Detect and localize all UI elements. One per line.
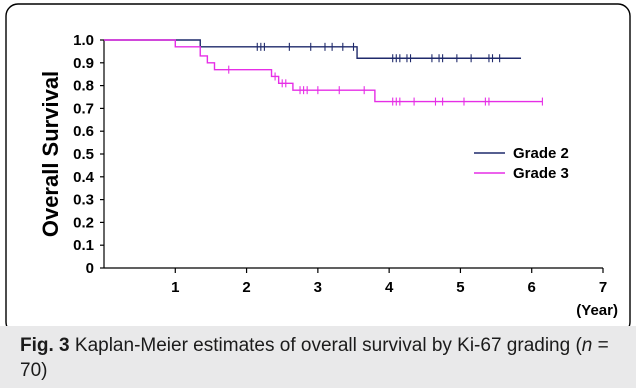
y-tick-label: 0.1: [73, 237, 94, 254]
y-tick-label: 0.9: [73, 55, 94, 72]
y-tick-label: 0.2: [73, 214, 94, 231]
caption-text: Kaplan-Meier estimates of overall surviv…: [69, 335, 582, 356]
x-axis-label: (Year): [576, 302, 618, 319]
y-tick-label: 0.6: [73, 123, 94, 140]
x-tick-label: 7: [599, 279, 607, 296]
caption-n-value: = 70): [20, 335, 609, 381]
caption-n-symbol: n: [581, 335, 593, 356]
y-tick-label: 0.3: [73, 192, 94, 209]
chart-axes: [100, 39, 604, 273]
x-tick-label: 6: [528, 279, 536, 296]
chart-legend: Grade 2 Grade 3: [474, 145, 569, 182]
chart-tick-labels: 1 2 3 4 5 6 7 0 0.1 0.2 0.3 0.4 0.5 0.6 0.7 0.8 0.9 1.0: [73, 32, 607, 296]
figure-frame: 1 2 3 4 5 6 7 0 0.1 0.2 0.3 0.4 0.5 0.6 0.7 0.8 0.9 1.0 G…: [5, 3, 631, 330]
y-tick-label: 0.8: [73, 78, 94, 95]
km-chart: 1 2 3 4 5 6 7 0 0.1 0.2 0.3 0.4 0.5 0.6 0.7 0.8 0.9 1.0 G…: [5, 3, 631, 330]
y-tick-label: 0.4: [73, 169, 95, 186]
caption-box: Fig. 3 Kaplan-Meier estimates of overall…: [0, 326, 636, 388]
series-line-grade-3: [104, 39, 543, 103]
figure-border: [5, 3, 631, 330]
x-tick-label: 3: [314, 279, 322, 296]
x-tick-label: 2: [242, 279, 250, 296]
legend-label-grade-2: Grade 2: [513, 145, 569, 162]
x-tick-label: 1: [171, 279, 179, 296]
legend-label-grade-3: Grade 3: [513, 165, 569, 182]
caption-label: Fig. 3: [20, 335, 70, 356]
x-tick-label: 5: [456, 279, 464, 296]
figure-caption: Fig. 3 Kaplan-Meier estimates of overall…: [20, 333, 620, 383]
x-tick-label: 4: [385, 279, 394, 296]
y-tick-label: 0: [86, 260, 94, 277]
chart-series: [104, 39, 543, 106]
y-tick-label: 0.5: [73, 146, 94, 163]
series-line-grade-2: [104, 39, 522, 59]
y-tick-label: 1.0: [73, 32, 94, 49]
y-tick-label: 0.7: [73, 100, 94, 117]
y-axis-label: Overall Survival: [38, 71, 63, 237]
